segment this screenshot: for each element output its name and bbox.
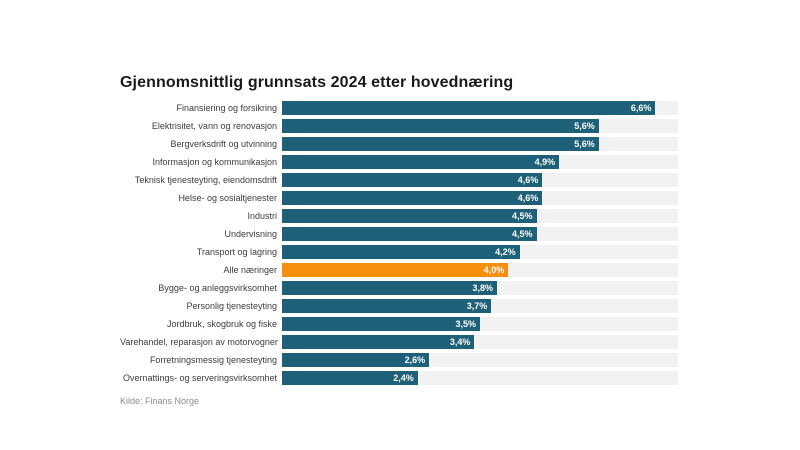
value-label: 4,5% <box>512 229 533 239</box>
value-label: 4,0% <box>483 265 505 275</box>
bar: 4,9% <box>282 155 560 169</box>
bar-track: 3,4% <box>282 335 678 349</box>
value-label: 2,6% <box>404 355 426 365</box>
bar-row: Personlig tjenesteyting 3,7% <box>120 299 678 313</box>
bar-track: 4,9% <box>282 155 678 169</box>
bar-track: 5,6% <box>282 137 678 151</box>
bar-row: Finansiering og forsikring 6,6% <box>120 101 678 115</box>
value-label: 6,6% <box>630 103 652 113</box>
bar: 3,8% <box>282 281 497 295</box>
bar: 4,5% <box>282 227 537 241</box>
category-label: Bygge- og anleggsvirksomhet <box>158 283 277 293</box>
bar-track: 2,4% <box>282 371 678 385</box>
bar: 2,4% <box>282 371 418 385</box>
source-caption: Kilde: Finans Norge <box>120 396 200 406</box>
category-label: Informasjon og kommunikasjon <box>152 157 277 167</box>
category-label: Helse- og sosialtjenester <box>178 193 277 203</box>
category-label: Industri <box>247 211 277 221</box>
bar-track: 4,6% <box>282 191 678 205</box>
bar-row: Teknisk tjenesteyting, eiendomsdrift 4,6% <box>120 173 678 187</box>
bar-row: Industri 4,5% <box>120 209 678 223</box>
bar-row: Bergverksdrift og utvinning 5,6% <box>120 137 678 151</box>
bar-track: 3,8% <box>282 281 678 295</box>
category-label: Transport og lagring <box>196 247 277 257</box>
bar-highlight: 4,0% <box>282 263 509 277</box>
category-label: Elektrisitet, vann og renovasjon <box>151 121 277 131</box>
bar: 6,6% <box>282 101 656 115</box>
chart-title: Gjennomsnittlig grunnsats 2024 etter hov… <box>120 74 514 91</box>
value-label: 2,4% <box>393 373 414 383</box>
category-label: Forretningsmessig tjenesteyting <box>149 355 277 365</box>
category-label: Jordbruk, skogbruk og fiske <box>166 319 277 329</box>
bar-track: 2,6% <box>282 353 678 367</box>
value-label: 5,6% <box>574 121 595 131</box>
value-label: 4,6% <box>517 175 539 185</box>
bar-track: 5,6% <box>282 119 678 133</box>
bar-track: 3,7% <box>282 299 678 313</box>
value-label: 3,7% <box>466 301 488 311</box>
bar: 4,5% <box>282 209 537 223</box>
bar-row: Informasjon og kommunikasjon 4,9% <box>120 155 678 169</box>
bar: 3,5% <box>282 317 480 331</box>
bar-row: Helse- og sosialtjenester 4,6% <box>120 191 678 205</box>
bar-rows: Finansiering og forsikring 6,6% Elektrisit… <box>120 101 678 385</box>
value-label: 4,6% <box>517 193 539 203</box>
bar: 5,6% <box>282 137 599 151</box>
category-label: Finansiering og forsikring <box>176 103 277 113</box>
bar-row: Varehandel, reparasjon av motorvogner 3,4… <box>120 335 678 349</box>
category-label: Overnattings- og serveringsvirksomhet <box>122 373 277 383</box>
bar-row: Jordbruk, skogbruk og fiske 3,5% <box>120 317 678 331</box>
bar-track: 4,5% <box>282 209 678 223</box>
bar-track: 3,5% <box>282 317 678 331</box>
value-label: 3,8% <box>472 283 493 293</box>
bar: 2,6% <box>282 353 430 367</box>
category-label: Bergverksdrift og utvinning <box>170 139 277 149</box>
bar: 5,6% <box>282 119 599 133</box>
value-label: 4,9% <box>534 157 556 167</box>
bar-row: Alle næringer 4,0% <box>120 263 678 277</box>
bar: 3,4% <box>282 335 475 349</box>
category-label: Undervisning <box>224 229 277 239</box>
category-label: Varehandel, reparasjon av motorvogner <box>120 337 278 347</box>
value-label: 4,5% <box>512 211 533 221</box>
bar: 4,2% <box>282 245 520 259</box>
category-label: Personlig tjenesteyting <box>186 301 277 311</box>
value-label: 4,2% <box>495 247 516 257</box>
bar-row: Bygge- og anleggsvirksomhet 3,8% <box>120 281 678 295</box>
bar-track: 4,5% <box>282 227 678 241</box>
value-label: 3,4% <box>449 337 471 347</box>
bar-track: 4,0% <box>282 263 678 277</box>
value-label: 5,6% <box>574 139 595 149</box>
bar-row: Overnattings- og serveringsvirksomhet 2,4… <box>120 371 678 385</box>
value-label: 3,5% <box>455 319 476 329</box>
bar: 4,6% <box>282 191 543 205</box>
bar-track: 6,6% <box>282 101 678 115</box>
bar-chart: Gjennomsnittlig grunnsats 2024 etter hov… <box>120 74 678 406</box>
bar: 3,7% <box>282 299 492 313</box>
bar-row: Undervisning 4,5% <box>120 227 678 241</box>
category-label: Teknisk tjenesteyting, eiendomsdrift <box>134 175 277 185</box>
bar-track: 4,2% <box>282 245 678 259</box>
bar-row: Elektrisitet, vann og renovasjon 5,6% <box>120 119 678 133</box>
category-label: Alle næringer <box>223 265 277 275</box>
bar: 4,6% <box>282 173 543 187</box>
bar-row: Transport og lagring 4,2% <box>120 245 678 259</box>
bar-track: 4,6% <box>282 173 678 187</box>
bar-row: Forretningsmessig tjenesteyting 2,6% <box>120 353 678 367</box>
